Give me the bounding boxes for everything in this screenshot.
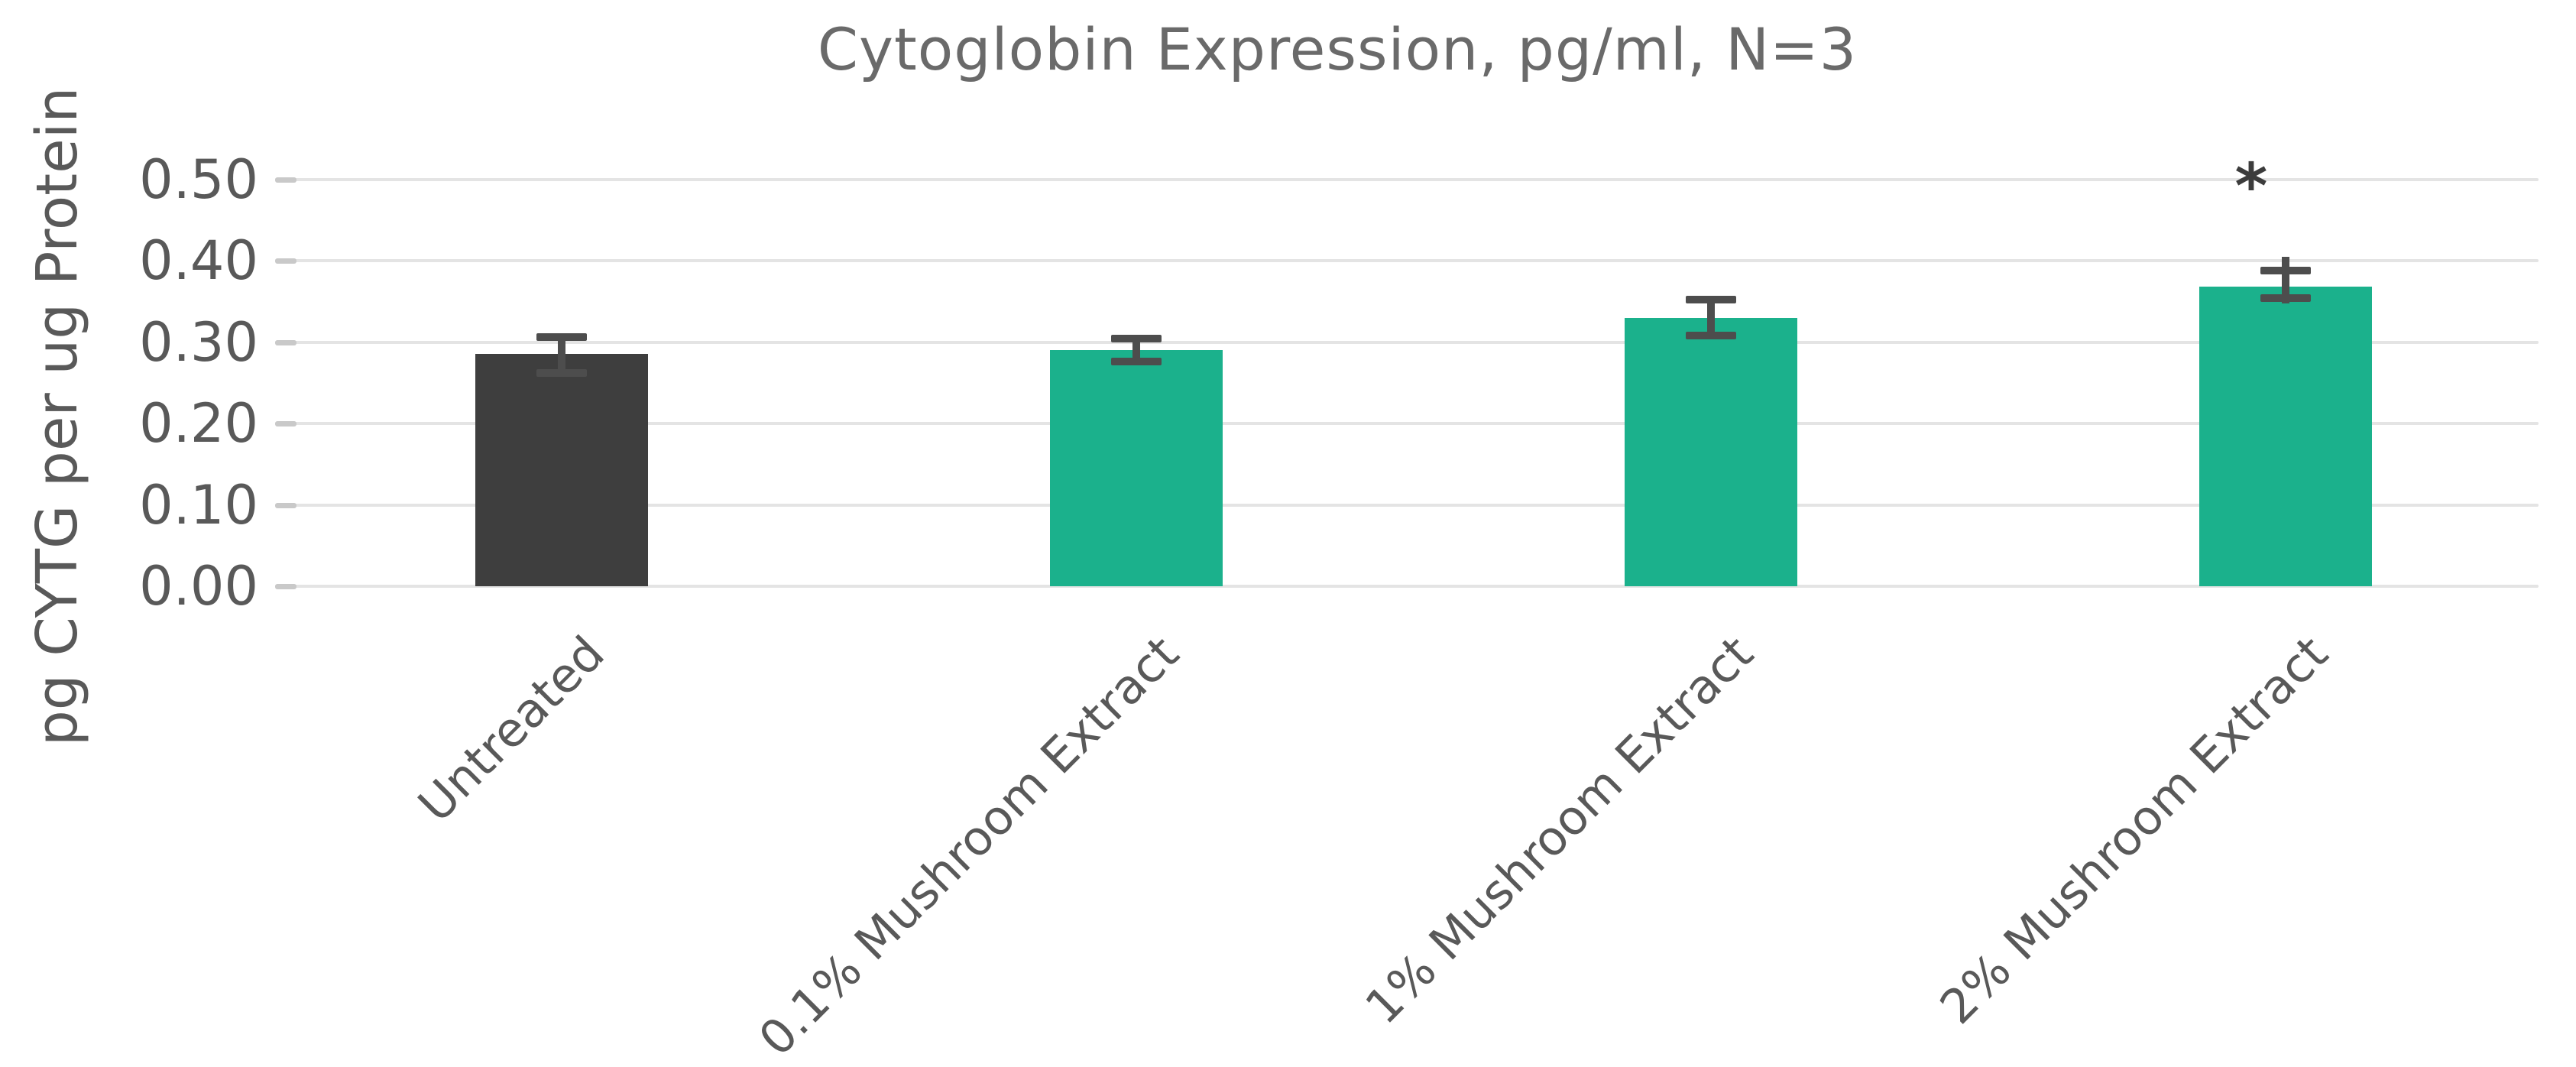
y-tick-mark: [275, 421, 296, 426]
y-tick-label: 0.40: [139, 229, 258, 292]
error-bar-cap-bottom: [1111, 358, 1162, 366]
bar-2-mushroom-extract: [2199, 287, 2372, 586]
error-bar-cap-bottom: [536, 368, 587, 377]
y-tick-label: 0.50: [139, 148, 258, 211]
y-tick-label: 0.20: [139, 392, 258, 455]
gridline-0.10: [275, 503, 2539, 507]
y-tick-mark: [275, 502, 296, 508]
error-bar-cap-top: [1111, 335, 1162, 343]
gridline-0.40: [275, 259, 2539, 262]
gridline-0.50: [275, 177, 2539, 181]
y-tick-mark: [275, 258, 296, 264]
y-tick-mark: [275, 584, 296, 589]
x-tick-label: 0.1% Mushroom Extract: [748, 625, 1190, 1067]
y-tick-label: 0.30: [139, 310, 258, 374]
error-bar-cap-bottom: [1686, 331, 1736, 339]
x-tick-label: 2% Mushroom Extract: [1929, 625, 2339, 1035]
chart-title: Cytoglobin Expression, pg/ml, N=3: [817, 15, 1858, 83]
y-axis-title: pg CYTG per ug Protein: [24, 86, 90, 747]
bar-untreated: [475, 354, 648, 586]
gridline-0.20: [275, 422, 2539, 425]
error-bar-cap-top: [536, 333, 587, 342]
bar-1-mushroom-extract: [1625, 317, 1797, 586]
error-bar-cap-top: [1686, 296, 1736, 304]
y-tick-mark: [275, 177, 296, 183]
error-bar-line: [2282, 256, 2289, 304]
bar-chart: Cytoglobin Expression, pg/ml, N=3 pg CYT…: [24, 15, 2539, 1067]
gridline-0.00: [275, 585, 2539, 588]
y-tick-mark: [275, 339, 296, 345]
significance-asterisk: *: [2234, 151, 2268, 224]
error-bar-line: [1707, 300, 1715, 336]
y-tick-label: 0.00: [139, 555, 258, 618]
x-tick-label: 1% Mushroom Extract: [1354, 625, 1764, 1035]
gridline-0.30: [275, 340, 2539, 344]
error-bar-cap-bottom: [2260, 294, 2311, 302]
error-bar-line: [1132, 339, 1140, 362]
x-tick-label: Untreated: [407, 625, 615, 833]
error-bar-cap-top: [2260, 266, 2311, 274]
error-bar-line: [558, 337, 565, 373]
bar-0-1-mushroom-extract: [1050, 350, 1223, 586]
y-tick-label: 0.10: [139, 473, 258, 537]
